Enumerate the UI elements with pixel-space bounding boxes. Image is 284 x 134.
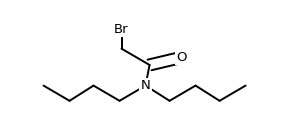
Text: Br: Br [114,23,129,36]
Text: O: O [176,51,187,64]
Text: N: N [141,79,151,92]
